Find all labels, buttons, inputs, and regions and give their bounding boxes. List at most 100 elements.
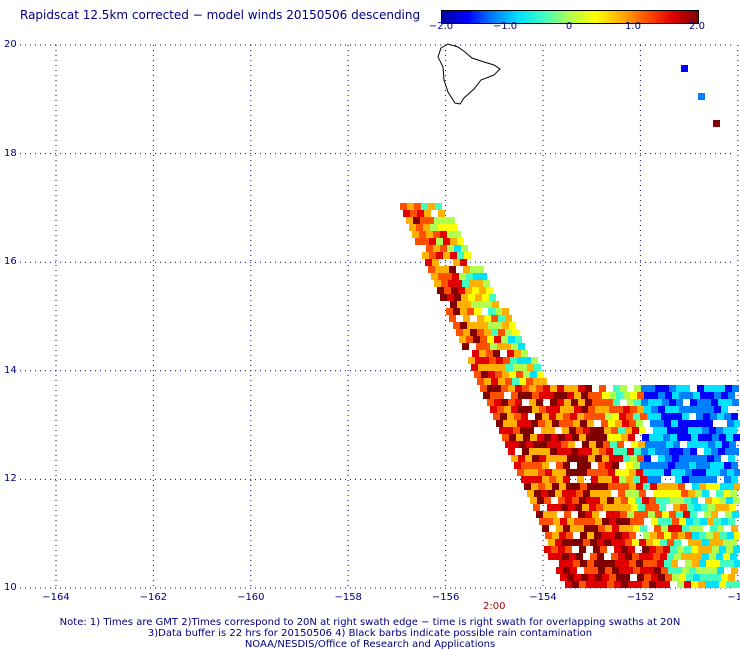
wind-cell: [511, 455, 518, 462]
wind-cell: [452, 273, 459, 280]
wind-cell: [560, 518, 567, 525]
wind-cell: [474, 322, 481, 329]
wind-cell: [463, 329, 470, 336]
wind-cell: [628, 434, 635, 441]
wind-cell: [663, 497, 670, 504]
wind-cell: [613, 511, 620, 518]
wind-cell: [571, 399, 578, 406]
wind-cell: [734, 420, 740, 427]
wind-cell: [725, 511, 732, 518]
wind-cell: [685, 420, 692, 427]
wind-cell: [689, 525, 696, 532]
wind-cell: [555, 490, 562, 497]
wind-cell: [517, 469, 524, 476]
wind-cell: [538, 483, 545, 490]
wind-cell: [480, 385, 487, 392]
wind-cell: [625, 427, 632, 434]
wind-cell: [732, 448, 739, 455]
wind-cell: [569, 539, 576, 546]
wind-cell: [588, 574, 595, 581]
wind-cell: [514, 350, 521, 357]
wind-cell: [660, 427, 667, 434]
wind-cell: [717, 567, 724, 574]
wind-cell: [731, 476, 738, 483]
wind-cell: [591, 476, 598, 483]
wind-cell: [699, 420, 706, 427]
wind-cell: [685, 560, 692, 567]
wind-cell: [578, 385, 585, 392]
wind-cell: [682, 413, 689, 420]
wind-cell: [647, 462, 654, 469]
wind-cell: [692, 532, 699, 539]
wind-cell: [577, 462, 584, 469]
wind-cell: [720, 469, 727, 476]
wind-cell: [714, 574, 721, 581]
wind-cell: [503, 357, 510, 364]
wind-cell: [600, 546, 607, 553]
wind-cell: [507, 413, 514, 420]
wind-cell: [672, 574, 679, 581]
wind-cell: [412, 231, 419, 238]
wind-cell: [670, 434, 677, 441]
wind-cell: [536, 399, 543, 406]
wind-cell: [464, 252, 471, 259]
wind-cell: [695, 427, 702, 434]
wind-cell: [659, 441, 666, 448]
wind-cell: [465, 287, 472, 294]
wind-cell: [616, 392, 623, 399]
wind-cell: [710, 567, 717, 574]
wind-cell: [473, 273, 480, 280]
wind-cell: [483, 392, 490, 399]
wind-cell: [612, 413, 619, 420]
wind-cell: [679, 574, 686, 581]
wind-cell: [413, 217, 420, 224]
wind-cell: [419, 231, 426, 238]
wind-cell: [718, 399, 725, 406]
wind-cell: [489, 294, 496, 301]
wind-cell: [706, 560, 713, 567]
wind-cell: [706, 483, 713, 490]
wind-cell: [691, 546, 698, 553]
wind-cell: [506, 427, 513, 434]
wind-cell: [724, 413, 731, 420]
wind-cell: [454, 245, 461, 252]
wind-cell: [579, 434, 586, 441]
wind-cell: [594, 532, 601, 539]
wind-cell: [580, 469, 587, 476]
wind-cell: [683, 511, 690, 518]
wind-cell: [676, 448, 683, 455]
wind-cell: [685, 469, 692, 476]
wind-cell: [685, 532, 692, 539]
wind-cell: [601, 532, 608, 539]
wind-cell: [675, 476, 682, 483]
wind-cell: [494, 399, 501, 406]
wind-cell: [560, 455, 567, 462]
wind-cell: [590, 553, 597, 560]
wind-cell: [687, 504, 694, 511]
wind-cell: [451, 224, 458, 231]
wind-cell: [659, 504, 666, 511]
wind-cell: [615, 469, 622, 476]
wind-cell: [595, 392, 602, 399]
wind-cell: [502, 308, 509, 315]
wind-cell: [639, 553, 646, 560]
wind-cell: [582, 441, 589, 448]
wind-cell: [448, 280, 455, 287]
wind-cell: [428, 203, 435, 210]
latitude-tick-label: 20: [4, 39, 17, 50]
latitude-tick-label: 12: [4, 473, 17, 485]
wind-cell: [680, 504, 687, 511]
wind-cell: [560, 392, 567, 399]
longitude-tick-label: −162: [139, 592, 168, 603]
wind-cell: [527, 490, 534, 497]
wind-cell: [619, 525, 626, 532]
wind-cell: [679, 406, 686, 413]
wind-cell: [718, 448, 725, 455]
wind-cell: [643, 532, 650, 539]
wind-cell: [518, 392, 525, 399]
wind-cell: [614, 546, 621, 553]
wind-cell: [669, 385, 676, 392]
wind-cell: [655, 385, 662, 392]
wind-cell: [730, 539, 737, 546]
